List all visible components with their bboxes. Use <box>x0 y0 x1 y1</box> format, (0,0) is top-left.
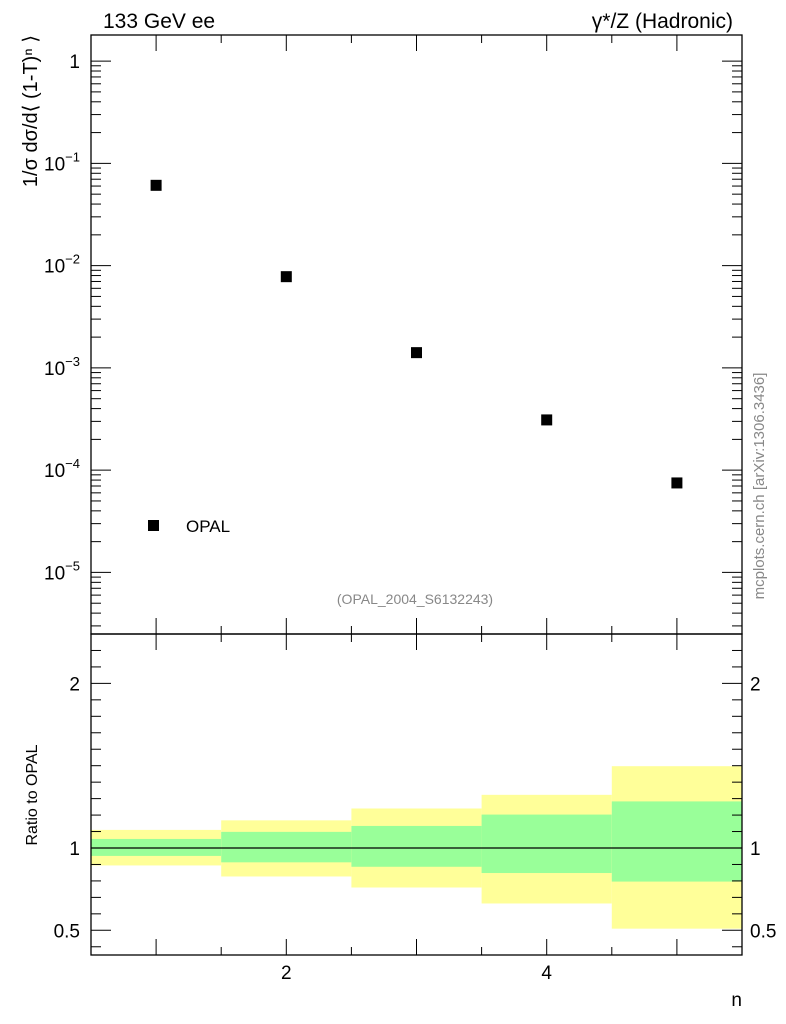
main-y-tick-label: 10−3 <box>44 354 80 380</box>
main-y-tick-label: 1 <box>69 52 80 73</box>
ratio-y-tick-label-right: 0.5 <box>750 921 776 942</box>
main-y-tick-label: 10−4 <box>44 456 80 482</box>
x-axis-label: n <box>731 990 742 1011</box>
main-y-tick-label: 10−5 <box>44 558 80 584</box>
stat-uncertainty-band <box>611 801 742 882</box>
ratio-y-tick-labels: 0.5 0.5 1 1 2 2 <box>54 674 777 942</box>
ratio-y-tick-label-left: 2 <box>69 674 80 695</box>
ratio-y-tick-label-left: 1 <box>69 839 80 860</box>
header-right-title: γ*/Z (Hadronic) <box>592 10 733 33</box>
analysis-label: (OPAL_2004_S6132243) <box>337 591 493 607</box>
stat-uncertainty-band <box>351 825 482 867</box>
legend: OPAL <box>148 517 230 536</box>
watermark: mcplots.cern.ch [arXiv:1306.3436] <box>751 373 768 600</box>
stat-uncertainty-band <box>481 814 612 874</box>
main-y-tick-label: 10−1 <box>44 149 80 175</box>
data-point <box>541 414 553 426</box>
legend-marker-opal <box>148 520 159 531</box>
ratio-uncertainty-bands <box>91 766 742 929</box>
main-panel: 1 10−1 10−2 10−3 10−4 10−5 1/σ dσ/d⟨ (1-T)ⁿ ⟩… <box>20 34 743 635</box>
main-y-tick-label: 10−2 <box>44 252 80 278</box>
header-left-title: 133 GeV ee <box>103 10 215 33</box>
data-point <box>671 477 683 489</box>
main-axis-ticks <box>90 35 743 634</box>
data-point <box>411 347 422 359</box>
data-points <box>150 179 683 489</box>
main-y-tick-labels: 1 10−1 10−2 10−3 10−4 10−5 <box>44 52 80 584</box>
legend-label-opal: OPAL <box>186 517 230 536</box>
main-panel-frame <box>90 34 743 635</box>
x-tick-label: 2 <box>281 963 292 984</box>
x-tick-label: 4 <box>541 963 552 984</box>
stat-uncertainty-band <box>221 831 352 863</box>
ratio-axis-ticks <box>90 633 743 955</box>
ratio-y-tick-label-left: 0.5 <box>54 921 80 942</box>
ratio-y-tick-label-right: 1 <box>750 839 761 860</box>
main-y-axis-label: 1/σ dσ/d⟨ (1-T)ⁿ ⟩ <box>20 35 42 187</box>
ratio-y-tick-label-right: 2 <box>750 674 761 695</box>
ratio-y-axis-label: Ratio to OPAL <box>24 744 41 845</box>
data-point <box>280 271 292 283</box>
data-point <box>150 179 162 191</box>
